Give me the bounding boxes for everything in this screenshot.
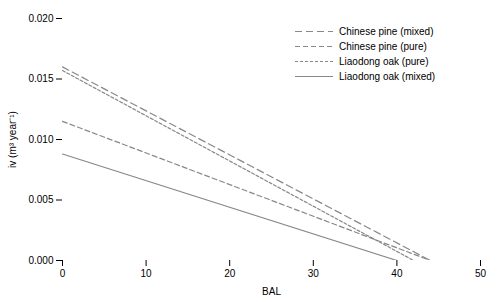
svg-text:0.015: 0.015	[28, 73, 53, 84]
svg-text:0.005: 0.005	[28, 194, 53, 205]
svg-text:Chinese pine (pure): Chinese pine (pure)	[339, 41, 427, 52]
svg-text:20: 20	[224, 268, 236, 279]
svg-text:0.020: 0.020	[28, 13, 53, 24]
svg-text:0.000: 0.000	[28, 255, 53, 266]
svg-text:Liaodong oak (pure): Liaodong oak (pure)	[339, 56, 429, 67]
svg-text:30: 30	[308, 268, 320, 279]
svg-text:0: 0	[60, 268, 66, 279]
svg-text:iv (m³ year⁻¹): iv (m³ year⁻¹)	[7, 111, 18, 168]
svg-text:Chinese pine (mixed): Chinese pine (mixed)	[339, 26, 434, 37]
svg-text:Liaodong oak (mixed): Liaodong oak (mixed)	[339, 71, 435, 82]
svg-text:50: 50	[475, 268, 487, 279]
svg-text:40: 40	[391, 268, 403, 279]
svg-text:10: 10	[141, 268, 153, 279]
svg-text:0.010: 0.010	[28, 134, 53, 145]
svg-text:BAL: BAL	[262, 286, 281, 297]
